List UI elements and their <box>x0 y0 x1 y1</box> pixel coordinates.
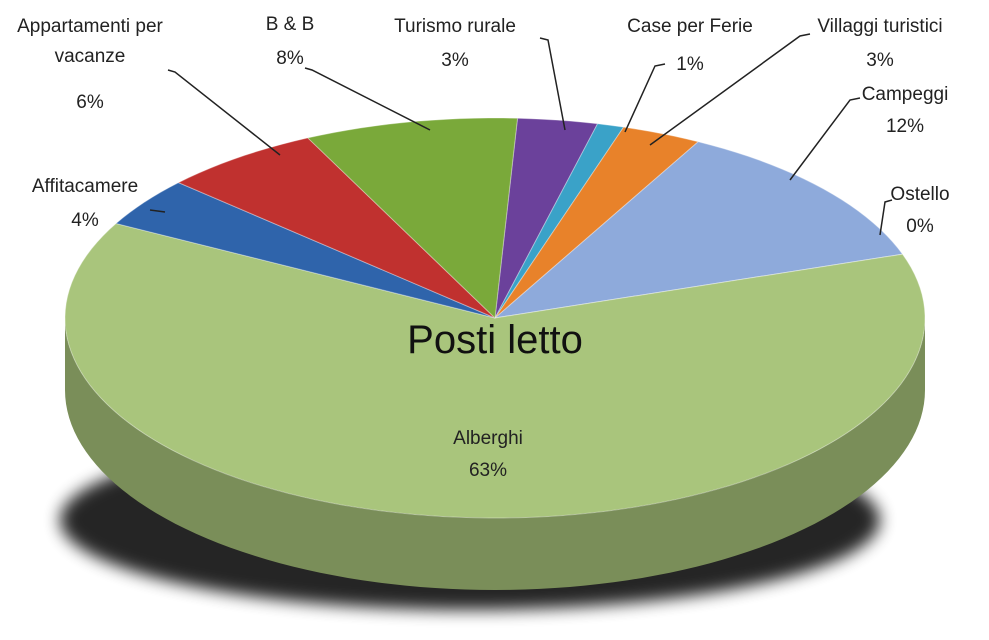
leader-line <box>649 33 811 146</box>
slice <box>494 117 599 319</box>
leader-line <box>879 199 893 236</box>
pie-tops <box>64 117 926 519</box>
category-label: Ostello <box>890 184 950 205</box>
category-label: Alberghi <box>453 428 523 449</box>
category-label: Appartamenti per vacanze <box>17 16 163 67</box>
value-label: 12% <box>885 116 925 137</box>
value-label: 0% <box>906 216 934 237</box>
slice <box>64 222 926 519</box>
value-label: 3% <box>866 50 894 71</box>
value-label: 3% <box>441 50 469 71</box>
leader-line <box>789 97 861 181</box>
category-label: Case per Ferie <box>627 16 753 37</box>
slice <box>493 141 904 319</box>
value-label: 1% <box>676 54 704 75</box>
slice <box>494 253 903 319</box>
leader-lines <box>149 33 893 236</box>
category-label: Villaggi turistici <box>817 16 943 37</box>
value-label: 63% <box>468 460 508 481</box>
leader-line <box>539 37 566 131</box>
slice <box>494 126 700 319</box>
chart-title: Posti letto <box>407 318 583 362</box>
leader-line <box>167 69 281 156</box>
category-label: Affitacamere <box>31 176 139 197</box>
pie-sides <box>65 318 925 590</box>
category-label: Campeggi <box>861 84 949 105</box>
slice-side <box>65 318 925 590</box>
category-label: Turismo rurale <box>394 16 516 37</box>
slice <box>306 117 519 320</box>
value-label: 4% <box>71 210 99 231</box>
leader-line <box>149 209 166 213</box>
leader-line <box>304 67 431 131</box>
slice <box>114 182 496 319</box>
slice <box>177 137 496 319</box>
leader-line <box>624 63 666 133</box>
value-label: 6% <box>76 92 104 113</box>
value-label: 8% <box>276 48 304 69</box>
category-label: B & B <box>265 14 315 35</box>
